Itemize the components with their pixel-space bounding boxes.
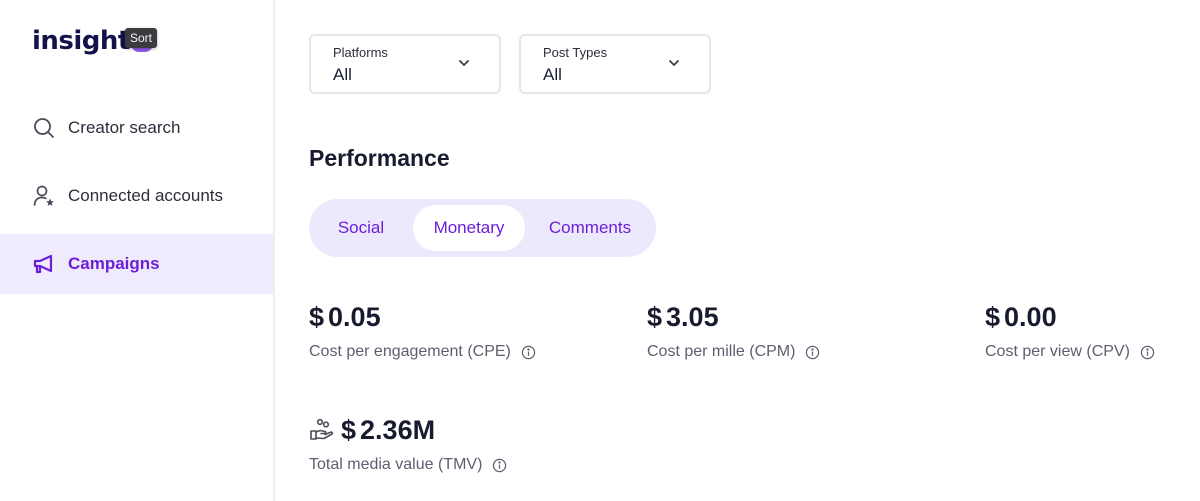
metric-amount: 2.36M — [360, 415, 436, 445]
currency-symbol: $ — [985, 302, 1001, 332]
currency-symbol: $ — [309, 302, 325, 332]
metric-value: $ 0.05 — [309, 301, 536, 333]
sidebar-item-creator-search[interactable]: Creator search — [0, 98, 273, 158]
sidebar-item-label: Campaigns — [68, 254, 160, 273]
tab-comments[interactable]: Comments — [548, 218, 632, 237]
sidebar: insight Sort Creator search Connected ac… — [0, 0, 275, 501]
metric-cpv: $ 0.00 Cost per view (CPV) — [985, 301, 1155, 361]
metric-amount: 3.05 — [666, 302, 719, 332]
metric-label-text: Cost per mille (CPM) — [647, 343, 796, 360]
chevron-down-icon — [667, 56, 681, 70]
metric-value: $ 3.05 — [647, 301, 820, 333]
currency-symbol: $ — [341, 415, 357, 445]
metric-tmv: $ 2.36M Total media value (TMV) — [309, 414, 507, 474]
performance-title: Performance — [309, 145, 450, 171]
info-icon[interactable] — [492, 458, 507, 473]
tab-social[interactable]: Social — [337, 218, 385, 237]
sidebar-item-label: Creator search — [68, 118, 181, 137]
sidebar-item-connected-accounts[interactable]: Connected accounts — [0, 166, 273, 226]
metric-label: Total media value (TMV) — [309, 456, 507, 474]
sidebar-item-campaigns[interactable]: Campaigns — [0, 234, 273, 294]
user-star-icon — [32, 184, 56, 208]
metric-label: Cost per mille (CPM) — [647, 343, 820, 361]
metric-label: Cost per view (CPV) — [985, 343, 1155, 361]
metric-label-text: Cost per view (CPV) — [985, 343, 1130, 360]
post-types-value: All — [543, 65, 562, 84]
metric-value: $ 0.00 — [985, 301, 1155, 333]
metric-label-text: Total media value (TMV) — [309, 456, 483, 473]
sort-tooltip: Sort — [125, 28, 158, 48]
currency-symbol: $ — [647, 302, 663, 332]
chevron-down-icon — [457, 56, 471, 70]
performance-tabs: Social Monetary Comments — [309, 199, 656, 257]
metric-cpm: $ 3.05 Cost per mille (CPM) — [647, 301, 820, 361]
main-content: Platforms All Post Types All Performance… — [309, 0, 1200, 501]
metric-label-text: Cost per engagement (CPE) — [309, 343, 511, 360]
megaphone-icon — [32, 252, 56, 276]
platforms-value: All — [333, 65, 352, 84]
info-icon[interactable] — [521, 345, 536, 360]
hand-coins-icon — [309, 417, 335, 443]
metric-label: Cost per engagement (CPE) — [309, 343, 536, 361]
platforms-label: Platforms — [333, 45, 388, 60]
metric-cpe: $ 0.05 Cost per engagement (CPE) — [309, 301, 536, 361]
metric-value: $ 2.36M — [309, 414, 507, 446]
sidebar-item-label: Connected accounts — [68, 186, 223, 205]
post-types-label: Post Types — [543, 45, 608, 60]
platforms-dropdown[interactable]: Platforms All — [309, 34, 501, 94]
info-icon[interactable] — [805, 345, 820, 360]
tab-monetary[interactable]: Monetary — [413, 205, 525, 251]
logo-text: insight — [32, 26, 130, 56]
post-types-dropdown[interactable]: Post Types All — [519, 34, 711, 94]
search-icon — [32, 116, 56, 140]
info-icon[interactable] — [1140, 345, 1155, 360]
metric-amount: 0.00 — [1004, 302, 1057, 332]
metric-amount: 0.05 — [328, 302, 381, 332]
